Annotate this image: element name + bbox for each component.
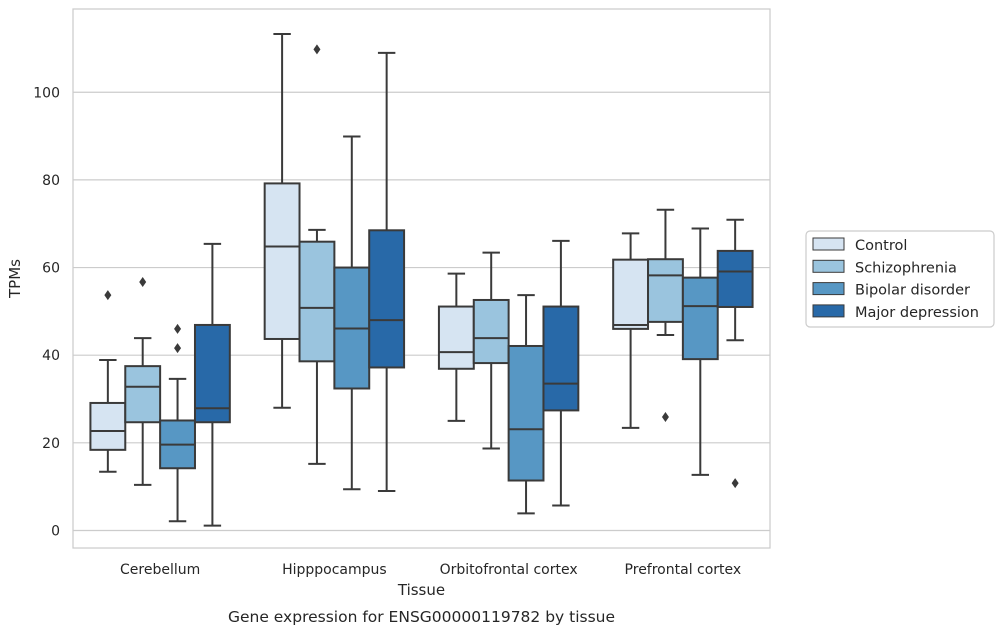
legend-swatch bbox=[812, 304, 845, 318]
box-body bbox=[681, 276, 719, 361]
box-schizophrenia bbox=[298, 44, 336, 465]
outlier-marker bbox=[174, 343, 182, 354]
box-body bbox=[612, 258, 650, 330]
legend-label: Major depression bbox=[855, 305, 979, 321]
plot-boxes bbox=[89, 32, 754, 527]
box-body bbox=[124, 365, 162, 424]
legend-swatch bbox=[812, 259, 845, 273]
y-tick-label-0: 0 bbox=[51, 523, 60, 539]
x-tick-label: Hipppocampus bbox=[282, 562, 387, 578]
box-control bbox=[89, 290, 127, 473]
x-tick-label: Orbitofrontal cortex bbox=[440, 562, 578, 578]
box-body bbox=[507, 344, 545, 482]
x-tick-label: Prefrontal cortex bbox=[625, 562, 742, 578]
box-bipolar-disorder bbox=[681, 227, 719, 476]
legend-label: Control bbox=[855, 238, 907, 254]
outlier-marker bbox=[104, 290, 112, 301]
box-body bbox=[368, 229, 406, 369]
box-bipolar-disorder bbox=[159, 323, 196, 523]
box-control bbox=[437, 272, 475, 422]
box-major-depression bbox=[716, 218, 754, 489]
box-body bbox=[263, 182, 301, 340]
box-major-depression bbox=[368, 51, 406, 493]
box-bipolar-disorder bbox=[333, 135, 371, 491]
y-tick-label-40: 40 bbox=[42, 348, 60, 364]
legend-item: Schizophrenia bbox=[812, 259, 957, 276]
legend-swatch bbox=[812, 237, 845, 251]
box-body bbox=[89, 401, 127, 451]
box-body bbox=[472, 298, 510, 365]
box-body bbox=[298, 240, 336, 363]
x-axis-label: Tissue bbox=[397, 581, 445, 599]
plot-frame bbox=[72, 8, 771, 549]
legend-frame bbox=[805, 230, 995, 328]
box-control bbox=[263, 32, 301, 409]
y-axis-label: TPMs bbox=[6, 259, 24, 299]
box-schizophrenia bbox=[124, 277, 162, 486]
legend: Control Schizophrenia Bipolar disorder Majo… bbox=[805, 230, 995, 328]
legend-label: Bipolar disorder bbox=[855, 283, 970, 299]
box-major-depression bbox=[542, 239, 580, 507]
y-tick-label-60: 60 bbox=[42, 261, 60, 277]
x-tick-label: Cerebellum bbox=[120, 562, 200, 578]
y-tick-labels: 0 20 40 60 80 100 bbox=[33, 85, 60, 539]
legend-label: Schizophrenia bbox=[855, 260, 957, 276]
legend-item: Bipolar disorder bbox=[812, 282, 970, 299]
x-tick-labels: Cerebellum Hipppocampus Orbitofrontal cort… bbox=[120, 562, 741, 578]
chart-caption: Gene expression for ENSG00000119782 by t… bbox=[228, 608, 615, 626]
box-body bbox=[437, 305, 475, 370]
box-major-depression bbox=[193, 242, 231, 527]
legend-swatch bbox=[812, 282, 845, 296]
box-control bbox=[612, 232, 650, 429]
outlier-marker bbox=[313, 44, 321, 55]
outlier-marker bbox=[139, 277, 147, 288]
outlier-marker bbox=[661, 411, 669, 422]
y-tick-label-100: 100 bbox=[33, 85, 60, 101]
y-tick-label-20: 20 bbox=[42, 436, 60, 452]
box-body bbox=[542, 305, 580, 412]
box-body bbox=[716, 249, 754, 308]
legend-item: Control bbox=[812, 237, 907, 254]
box-schizophrenia bbox=[647, 208, 684, 422]
outlier-marker bbox=[174, 323, 182, 334]
box-body bbox=[647, 258, 684, 323]
y-tick-label-80: 80 bbox=[42, 173, 60, 189]
legend-item: Major depression bbox=[812, 304, 979, 321]
box-body bbox=[193, 323, 231, 424]
box-bipolar-disorder bbox=[507, 294, 545, 515]
outlier-marker bbox=[731, 478, 739, 489]
box-schizophrenia bbox=[472, 251, 510, 450]
